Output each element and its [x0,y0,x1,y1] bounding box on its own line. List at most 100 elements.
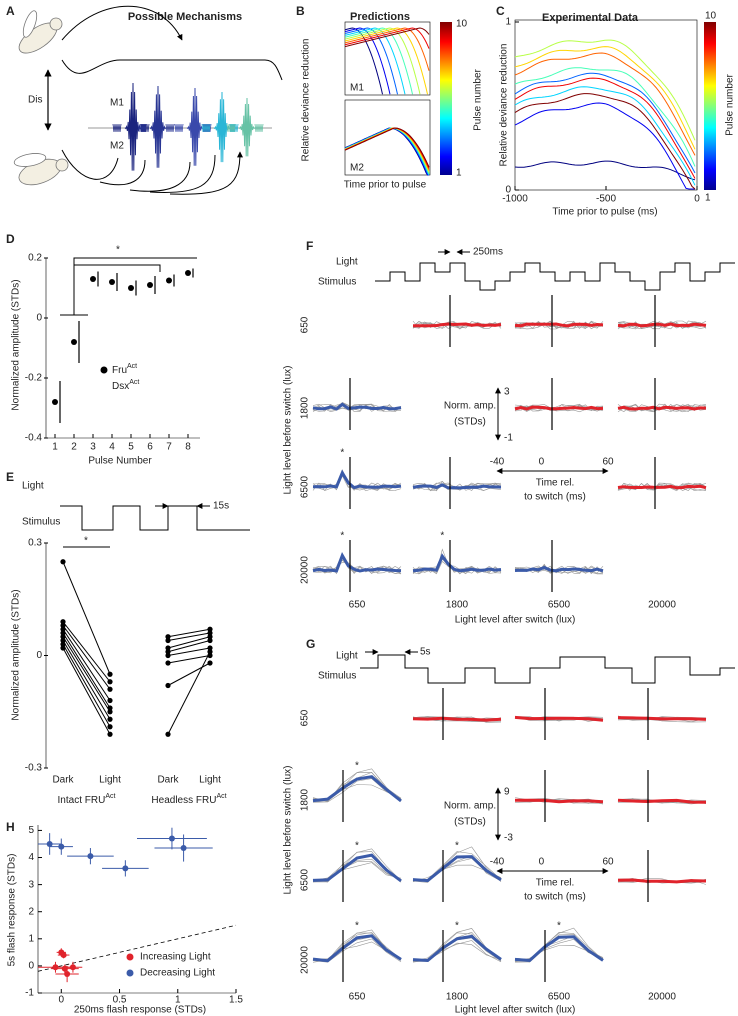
trial-trace [617,403,707,413]
pair-line [167,636,211,649]
mean-trace [312,402,402,411]
trial-trace [412,928,502,962]
row-label: 20000 [300,556,311,584]
legend-marker [100,382,108,390]
pair-line [62,644,111,727]
trial-trace [412,855,502,882]
panel-letter: F [306,239,313,253]
annotation: * [355,841,359,852]
mean-trace [312,551,402,573]
x-tick-label: 5 [128,442,134,453]
mean-trace [412,934,502,963]
experimental-curves [514,39,696,190]
y-tick-label: 5 [28,825,34,836]
x-axis-label: Pulse Number [88,456,152,467]
y-tick-label: 0.2 [28,253,42,264]
mean-trace [412,483,502,490]
point [128,285,134,291]
pair-line [167,662,211,686]
mechanism-arrow [61,5,183,41]
colorbar-label: Pulse number [473,68,484,130]
row-label: 6500 [300,475,311,498]
y-tick-label: 0.3 [28,538,42,549]
time-label: to switch (ms) [524,492,586,503]
y-axis-label: Normalized amplitude (STDs) [11,279,22,410]
mechanism-label: M1 [350,83,364,94]
trial-trace [617,321,707,330]
point [165,660,171,666]
legend-entry: FruAct [112,363,137,375]
curve [344,127,430,168]
trial-trace [412,931,502,962]
x-axis-label: Light level after switch (lux) [455,1005,576,1016]
point [60,630,66,636]
y-axis-label: Relative deviance reduction [499,44,510,167]
period-label: 250ms [473,247,503,258]
pair-line [62,561,111,675]
point [107,697,113,704]
point [207,645,213,651]
legend-entry: Decreasing Light [140,968,215,979]
y-axis-label: Normalized amplitude (STDs) [11,589,22,720]
trial-trace [313,851,402,883]
point [58,843,65,850]
point [109,279,115,285]
mean-trace [617,322,707,328]
x-tick-label: 8 [185,442,191,453]
mean-trace [412,716,502,722]
pair-line [167,640,211,653]
point [165,634,171,640]
point [107,724,113,730]
legend-marker [126,969,134,977]
legend-entry-superscript: Act [129,379,139,386]
column-label: 1800 [446,992,469,1003]
colorbar-tick: 10 [705,11,717,22]
time-tick: 60 [602,457,614,468]
point [69,964,76,971]
curve [344,27,391,95]
stimulus-label: Stimulus [318,277,356,288]
x-tick-label: 1.5 [229,995,243,1006]
x-axis-label: Light level after switch (lux) [455,615,576,626]
significance-bracket [60,257,197,316]
annotation: * [455,841,459,852]
period-label: 15s [213,501,229,512]
mean-trace [312,775,402,803]
x-tick-label: 3 [90,442,96,453]
colorbar-tick: 1 [705,193,711,204]
trial-trace [312,772,402,802]
song-pulse [112,123,122,133]
point [107,709,113,715]
point [185,270,191,276]
y-tick-label: -0.3 [25,763,43,774]
colorbar-label: Pulse number [725,73,736,135]
mean-trace [412,855,502,883]
group-label-superscript: Act [216,793,226,800]
plot-frame [344,99,431,176]
trial-trace [312,929,402,961]
time-label: Time rel. [536,878,575,889]
row-label: 20000 [300,946,311,974]
x-axis-label: Time prior to pulse (ms) [552,207,657,218]
group-label: Headless FRUAct [151,793,226,805]
panel-letter: E [6,470,14,484]
mean-trace [514,322,604,328]
y-tick-label: 3 [28,879,34,890]
stimulus-label: Light [22,481,44,492]
pair-line [62,636,111,713]
pair-line [62,632,111,709]
point [107,671,113,677]
time-label: to switch (ms) [524,892,586,903]
pair-line [167,632,211,641]
x-axis-label: 250ms flash response (STDs) [74,1005,206,1016]
group-label: Intact FRUAct [58,793,116,805]
point [60,622,66,629]
point [87,853,94,860]
x-tick-label: Light [99,775,121,786]
trial-trace [312,768,402,803]
column-label: 1800 [446,600,469,611]
pair-line [167,651,211,735]
curve [344,27,421,95]
curve [514,86,696,186]
point [60,619,66,625]
